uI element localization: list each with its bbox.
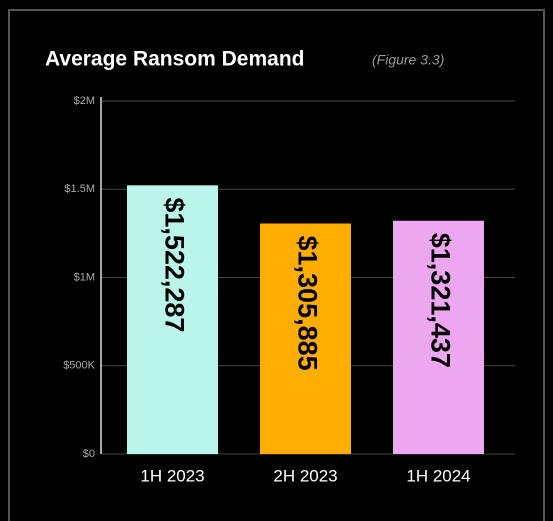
data-label: $1,321,437 <box>425 233 455 368</box>
x-tick-label: 2H 2023 <box>273 466 337 485</box>
x-tick-label: 1H 2024 <box>406 466 470 485</box>
chart-subtitle: (Figure 3.3) <box>372 52 444 68</box>
bar <box>393 220 484 454</box>
y-tick-label: $0 <box>83 448 95 460</box>
data-label: $1,522,287 <box>159 197 189 332</box>
y-tick-label: $1.5M <box>64 183 95 195</box>
bar <box>260 223 351 454</box>
y-tick-label: $500K <box>63 360 95 372</box>
frame <box>8 9 545 521</box>
bar <box>127 185 218 454</box>
y-tick-label: $2M <box>74 95 95 107</box>
chart-title: Average Ransom Demand <box>45 48 304 71</box>
y-tick-label: $1M <box>74 271 95 283</box>
data-label: $1,305,885 <box>292 236 322 371</box>
x-tick-label: 1H 2023 <box>140 466 204 485</box>
